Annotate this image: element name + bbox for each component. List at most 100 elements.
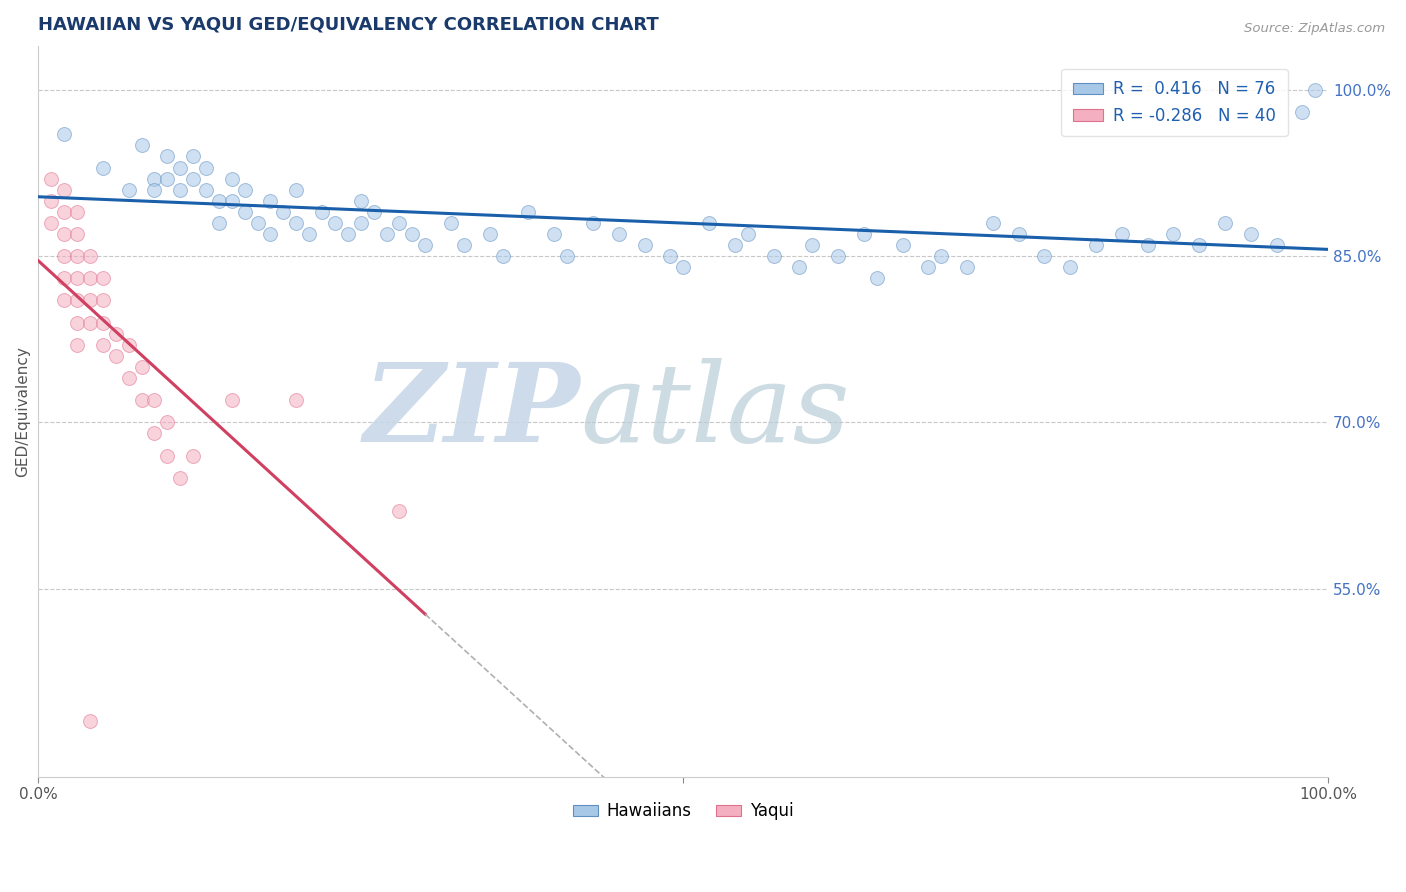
Legend: Hawaiians, Yaqui: Hawaiians, Yaqui [567,796,800,827]
Point [221,393,243,408]
Point [1213,216,1236,230]
Point [659,249,682,263]
Point [801,238,824,252]
Point [39,216,62,230]
Point [555,249,578,263]
Point [221,194,243,208]
Point [195,183,218,197]
Point [79,714,101,729]
Point [246,216,269,230]
Point [66,271,89,285]
Point [1111,227,1133,241]
Point [866,271,889,285]
Point [53,128,76,142]
Point [79,316,101,330]
Point [53,271,76,285]
Point [143,183,166,197]
Point [53,293,76,308]
Point [117,338,139,352]
Point [478,227,501,241]
Point [285,393,308,408]
Point [672,260,695,275]
Point [181,449,204,463]
Point [66,338,89,352]
Point [350,216,373,230]
Point [492,249,515,263]
Point [131,359,153,374]
Point [1033,249,1056,263]
Point [1163,227,1185,241]
Point [131,393,153,408]
Point [156,171,179,186]
Point [891,238,914,252]
Point [582,216,605,230]
Point [66,227,89,241]
Point [104,349,127,363]
Point [1291,105,1313,120]
Point [117,371,139,385]
Point [956,260,979,275]
Point [221,171,243,186]
Point [233,204,256,219]
Point [91,316,114,330]
Point [363,204,385,219]
Point [607,227,630,241]
Point [440,216,463,230]
Point [543,227,565,241]
Point [323,216,346,230]
Point [169,471,191,485]
Point [917,260,939,275]
Point [195,161,218,175]
Point [143,426,166,441]
Point [388,504,411,518]
Point [53,227,76,241]
Point [737,227,759,241]
Point [156,449,179,463]
Point [285,183,308,197]
Point [388,216,411,230]
Point [79,271,101,285]
Point [79,249,101,263]
Text: ZIP: ZIP [363,358,581,465]
Point [929,249,952,263]
Point [104,326,127,341]
Point [1059,260,1081,275]
Point [39,194,62,208]
Point [1303,83,1326,97]
Point [156,149,179,163]
Point [233,183,256,197]
Point [66,316,89,330]
Point [633,238,655,252]
Point [91,161,114,175]
Point [1265,238,1288,252]
Point [131,138,153,153]
Point [1188,238,1211,252]
Point [273,204,295,219]
Point [143,171,166,186]
Point [208,216,231,230]
Point [517,204,540,219]
Point [169,183,191,197]
Point [181,149,204,163]
Point [1007,227,1029,241]
Text: HAWAIIAN VS YAQUI GED/EQUIVALENCY CORRELATION CHART: HAWAIIAN VS YAQUI GED/EQUIVALENCY CORREL… [38,15,659,33]
Point [117,183,139,197]
Point [697,216,720,230]
Point [143,393,166,408]
Point [39,171,62,186]
Point [724,238,747,252]
Point [169,161,191,175]
Point [66,249,89,263]
Point [91,338,114,352]
Point [66,293,89,308]
Point [66,204,89,219]
Point [413,238,436,252]
Point [981,216,1004,230]
Point [1084,238,1107,252]
Point [350,194,373,208]
Point [53,249,76,263]
Y-axis label: GED/Equivalency: GED/Equivalency [15,346,30,476]
Point [79,293,101,308]
Point [53,183,76,197]
Point [1136,238,1159,252]
